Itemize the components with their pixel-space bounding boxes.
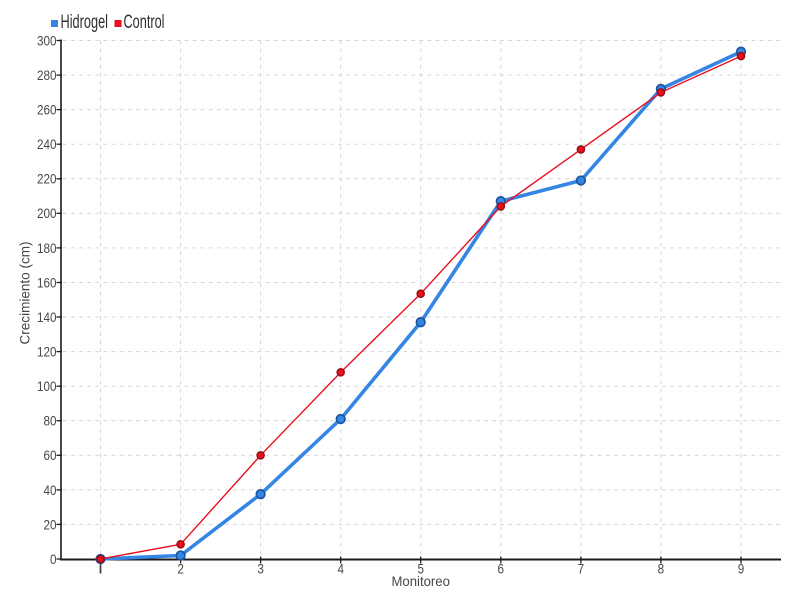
svg-text:0: 0 <box>50 551 57 567</box>
svg-text:240: 240 <box>37 136 57 152</box>
svg-text:80: 80 <box>44 413 57 429</box>
svg-text:6: 6 <box>498 560 505 576</box>
svg-text:2: 2 <box>177 560 184 576</box>
svg-text:200: 200 <box>37 205 57 221</box>
svg-text:220: 220 <box>37 171 57 187</box>
svg-text:Monitoreo: Monitoreo <box>391 573 450 589</box>
svg-text:180: 180 <box>37 240 57 256</box>
svg-text:60: 60 <box>44 447 57 463</box>
svg-text:3: 3 <box>257 560 264 576</box>
svg-text:100: 100 <box>37 378 57 394</box>
svg-text:9: 9 <box>738 560 745 576</box>
svg-text:20: 20 <box>44 516 57 532</box>
svg-text:140: 140 <box>37 309 57 325</box>
svg-text:4: 4 <box>337 560 344 576</box>
svg-text:7: 7 <box>578 560 585 576</box>
svg-text:300: 300 <box>37 32 57 48</box>
svg-text:40: 40 <box>44 482 57 498</box>
svg-text:260: 260 <box>37 102 57 118</box>
svg-text:8: 8 <box>658 560 665 576</box>
svg-text:160: 160 <box>37 274 57 290</box>
svg-text:Hidrogel: Hidrogel <box>61 11 109 33</box>
svg-text:5: 5 <box>417 560 424 576</box>
svg-text:Control: Control <box>124 11 165 33</box>
svg-text:120: 120 <box>37 344 57 360</box>
svg-text:280: 280 <box>37 67 57 83</box>
svg-text:Crecimiento (cm): Crecimiento (cm) <box>17 242 33 345</box>
